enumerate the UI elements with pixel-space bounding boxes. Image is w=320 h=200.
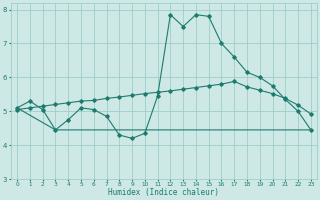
- X-axis label: Humidex (Indice chaleur): Humidex (Indice chaleur): [108, 188, 220, 197]
